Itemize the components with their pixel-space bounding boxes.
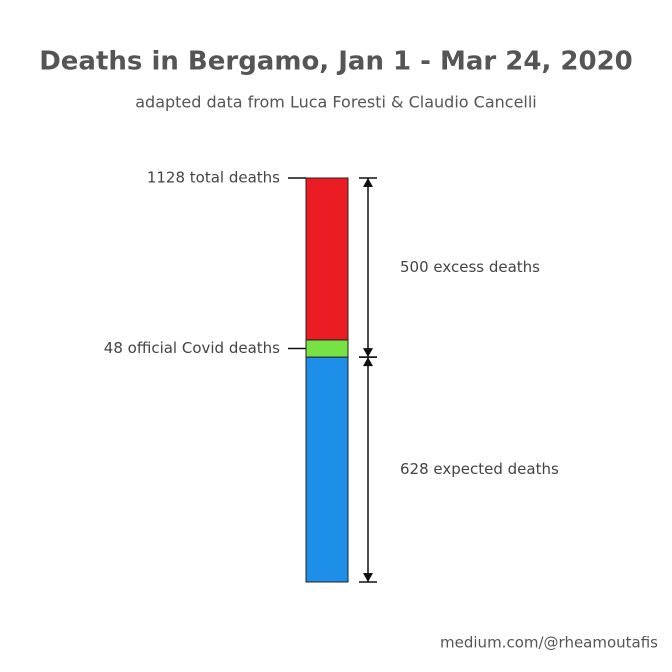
bar-segment (305, 356, 349, 583)
bracket-label: 500 excess deaths (400, 258, 540, 276)
arrowhead (363, 178, 373, 187)
arrowhead (363, 348, 373, 358)
bar-segment (305, 339, 349, 358)
arrowhead (363, 573, 373, 582)
pointer-label: 1128 total deaths (147, 169, 280, 187)
arrowhead (363, 357, 373, 367)
bar-segment (305, 177, 349, 341)
bracket-label: 628 expected deaths (400, 460, 559, 478)
credit: medium.com/@rheamoutafis (440, 634, 658, 652)
pointer-label: 48 official Covid deaths (104, 339, 280, 357)
chart-subtitle: adapted data from Luca Foresti & Claudio… (135, 93, 537, 112)
chart-title: Deaths in Bergamo, Jan 1 - Mar 24, 2020 (39, 47, 633, 77)
